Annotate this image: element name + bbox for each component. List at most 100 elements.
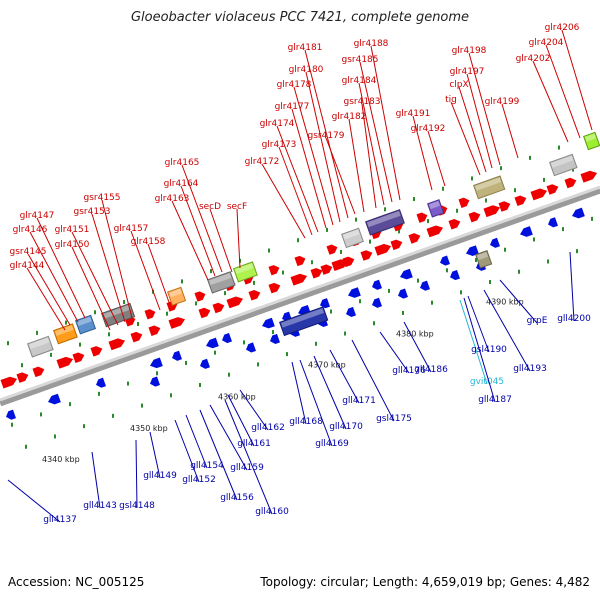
backbone	[0, 185, 600, 402]
forward-gene-arrow	[32, 366, 45, 378]
forward-gene-arrow	[564, 177, 577, 189]
reverse-gene-label: gll4186	[414, 365, 448, 375]
forward-gene-arrow	[168, 317, 186, 329]
forward-gene-arrow	[514, 195, 527, 207]
leader-line	[305, 71, 341, 223]
reverse-gene-label: gll4137	[43, 515, 77, 525]
reverse-gene-arrow	[172, 350, 182, 361]
gene-domain-box	[207, 271, 236, 294]
reverse-gene-arrow	[490, 237, 500, 248]
forward-gene-label: gsr4145	[9, 247, 46, 257]
leader-line	[181, 164, 223, 273]
forward-gene-arrow	[326, 244, 338, 255]
forward-gene-arrow	[320, 264, 333, 275]
reverse-gene-arrow	[200, 358, 210, 369]
reverse-gene-label: gll4152	[182, 475, 216, 485]
forward-gene-label: glr4182	[332, 112, 367, 122]
scale-tick-label: 4340 kbp	[42, 455, 80, 464]
forward-gene-label: glr4206	[545, 23, 580, 33]
leader-line	[458, 86, 487, 173]
forward-gene-arrow	[148, 325, 161, 336]
leader-line	[185, 414, 208, 469]
reverse-gene-label: gll4169	[315, 439, 349, 449]
forward-gene-arrow	[342, 256, 355, 268]
scale-tick-label: 4350 kbp	[130, 424, 168, 433]
gene-domain-box	[279, 306, 329, 337]
forward-gene-arrow	[268, 265, 280, 276]
reverse-gene-label: gll4171	[342, 396, 376, 406]
reverse-gene-label: gll4200	[557, 314, 591, 324]
leader-line	[209, 404, 248, 471]
forward-gene-arrow	[580, 170, 598, 183]
forward-gene-label: glr4180	[289, 65, 324, 75]
forward-gene-label: glr4192	[411, 124, 446, 134]
forward-gene-label: glr4197	[450, 67, 485, 77]
leader-line	[101, 199, 133, 319]
leader-line	[239, 389, 269, 431]
reverse-gene-arrow	[206, 337, 219, 349]
leader-line	[29, 231, 79, 323]
forward-track-inner	[21, 167, 574, 368]
reverse-gene-label: gll4149	[143, 471, 177, 481]
reverse-gene-arrow	[96, 377, 106, 388]
leader-line	[313, 355, 347, 430]
reverse-gene-label: gsl4148	[119, 501, 155, 511]
reverse-gene-label: gll4160	[255, 507, 289, 517]
forward-gene-arrow	[468, 211, 481, 223]
reverse-gene-arrow	[548, 217, 558, 228]
backbone-shadow	[0, 186, 600, 407]
forward-gene-label: glr4144	[10, 261, 45, 271]
forward-gene-arrow	[290, 273, 308, 286]
forward-gene-arrow	[130, 331, 143, 343]
leader-line	[379, 331, 410, 374]
reverse-gene-label: gvit045	[470, 377, 504, 387]
reverse-gene-label: gll4161	[237, 439, 271, 449]
scale-tick-label: 4390 kbp	[486, 297, 524, 306]
reverse-gene-arrow	[150, 376, 160, 387]
gene-domain-box	[75, 314, 97, 335]
forward-gene-arrow	[0, 376, 18, 389]
forward-gene-arrow	[426, 225, 444, 238]
forward-gene-label: glr4172	[245, 157, 280, 167]
leader-line	[299, 359, 333, 447]
forward-gene-label: glr4146	[13, 225, 48, 235]
leader-line	[325, 137, 356, 215]
forward-gene-label: glr4151	[55, 225, 90, 235]
genome-summary: Topology: circular; Length: 4,659,019 bp…	[260, 575, 590, 589]
reverse-gene-label: gsl4175	[376, 414, 412, 424]
forward-gene-arrow	[90, 346, 103, 357]
forward-gene-label: glr4184	[342, 76, 377, 86]
leader-line	[276, 125, 319, 233]
forward-gene-label: glr4157	[114, 224, 149, 234]
leader-line	[466, 73, 493, 169]
forward-gene-label: secF	[227, 202, 247, 212]
accession-label: Accession: NC_005125	[8, 575, 145, 589]
forward-gene-label: glr4158	[131, 237, 166, 247]
reverse-gene-arrow	[270, 333, 280, 345]
forward-gene-label: glr4164	[164, 179, 199, 189]
leader-line	[412, 115, 433, 191]
leader-line	[463, 297, 496, 403]
reverse-gene-arrow	[420, 280, 430, 291]
forward-gene-arrow	[56, 356, 74, 369]
leader-line	[174, 419, 200, 483]
forward-gene-arrow	[108, 338, 126, 351]
scale-tick-label: 4370 kbp	[308, 361, 346, 370]
reverse-gene-arrow	[450, 269, 460, 281]
reverse-gene-label: gll4154	[190, 461, 224, 471]
reverse-gene-arrow	[348, 287, 361, 298]
leader-line	[450, 101, 481, 176]
forward-gene-arrow	[448, 218, 461, 230]
forward-gene-label: glr4181	[288, 43, 323, 53]
leader-line	[361, 103, 377, 209]
leader-line	[427, 130, 446, 187]
leader-line	[27, 253, 71, 326]
reverse-gene-label: gsl4190	[471, 345, 507, 355]
forward-gene-arrow	[458, 197, 470, 208]
forward-gene-arrow	[498, 201, 511, 212]
forward-gene-label: glr4163	[155, 194, 190, 204]
gene-domain-box	[473, 175, 506, 200]
gene-domain-box	[427, 199, 445, 218]
gene-domain-box	[365, 209, 405, 236]
